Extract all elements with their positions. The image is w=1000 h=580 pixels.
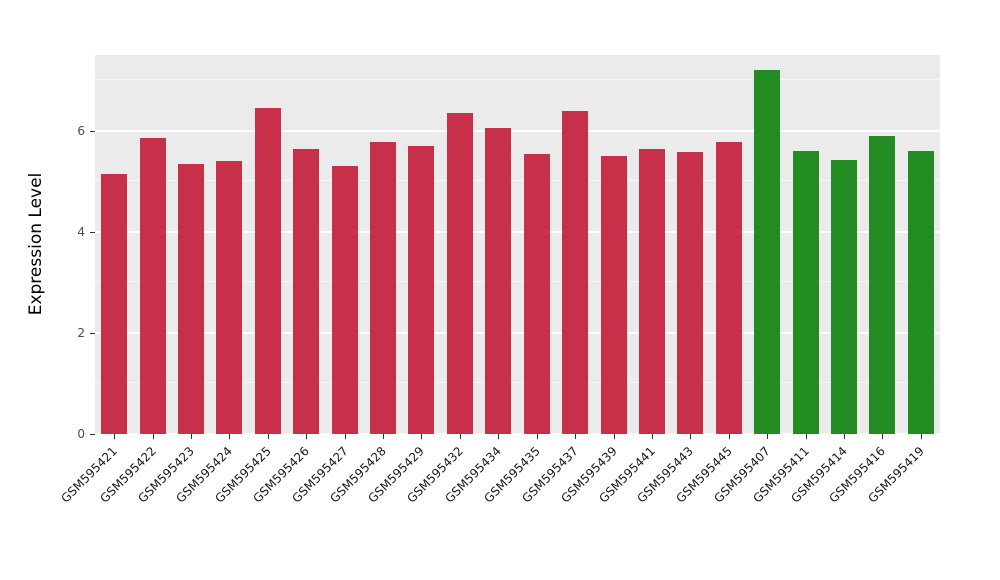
bar-GSM595411 xyxy=(792,151,819,434)
x-tick-mark xyxy=(267,434,269,439)
x-tick-mark xyxy=(191,434,193,439)
bar-GSM595429 xyxy=(408,145,435,434)
y-tick-label: 0 xyxy=(77,427,85,441)
x-tick-mark xyxy=(459,434,461,439)
y-tick-mark xyxy=(90,130,95,132)
x-tick-mark xyxy=(843,434,845,439)
minor-gridline xyxy=(95,79,940,81)
bar-GSM595419 xyxy=(907,151,934,434)
x-tick-mark xyxy=(114,434,116,439)
major-gridline xyxy=(95,230,940,233)
y-axis-title: Expression Level xyxy=(26,172,46,316)
major-gridline xyxy=(95,331,940,334)
bar-GSM595434 xyxy=(485,128,512,434)
bar-GSM595432 xyxy=(446,113,473,434)
x-tick-mark xyxy=(344,434,346,439)
bar-GSM595437 xyxy=(562,110,589,434)
bar-GSM595435 xyxy=(523,153,550,434)
bar-GSM595421 xyxy=(101,173,128,434)
bar-GSM595422 xyxy=(139,138,166,434)
x-tick-mark xyxy=(229,434,231,439)
y-tick-mark xyxy=(90,231,95,233)
major-gridline xyxy=(95,129,940,132)
bar-GSM595445 xyxy=(715,141,742,434)
x-tick-mark xyxy=(651,434,653,439)
y-tick-mark xyxy=(90,434,95,435)
bar-GSM595423 xyxy=(178,163,205,434)
bar-GSM595443 xyxy=(677,152,704,434)
bar-GSM595407 xyxy=(754,70,781,434)
x-tick-mark xyxy=(613,434,615,439)
y-tick-label: 6 xyxy=(77,123,85,138)
x-tick-mark xyxy=(882,434,884,439)
x-tick-mark xyxy=(152,434,154,439)
minor-gridline xyxy=(95,180,940,182)
x-tick-mark xyxy=(575,434,577,439)
x-tick-mark xyxy=(805,434,807,439)
bar-GSM595439 xyxy=(600,156,627,434)
bar-GSM595416 xyxy=(869,135,896,434)
bar-GSM595426 xyxy=(293,148,320,434)
bar-GSM595427 xyxy=(331,166,358,434)
bar-GSM595428 xyxy=(370,141,397,434)
x-tick-mark xyxy=(536,434,538,439)
x-tick-mark xyxy=(306,434,308,439)
bar-GSM595425 xyxy=(254,108,281,434)
y-tick-label: 4 xyxy=(77,224,85,239)
x-tick-mark xyxy=(728,434,730,439)
bar-GSM595424 xyxy=(216,161,243,434)
x-tick-mark xyxy=(421,434,423,439)
minor-gridline xyxy=(95,281,940,283)
y-tick-label: 2 xyxy=(77,325,85,340)
y-tick-mark xyxy=(90,332,95,334)
minor-gridline xyxy=(95,382,940,384)
x-tick-mark xyxy=(498,434,500,439)
major-gridline xyxy=(95,433,940,435)
x-tick-mark xyxy=(690,434,692,439)
x-tick-mark xyxy=(920,434,922,439)
x-tick-mark xyxy=(383,434,385,439)
bar-GSM595441 xyxy=(638,148,665,434)
x-tick-mark xyxy=(767,434,769,439)
bar-GSM595414 xyxy=(830,159,857,434)
plot-panel xyxy=(95,55,940,435)
